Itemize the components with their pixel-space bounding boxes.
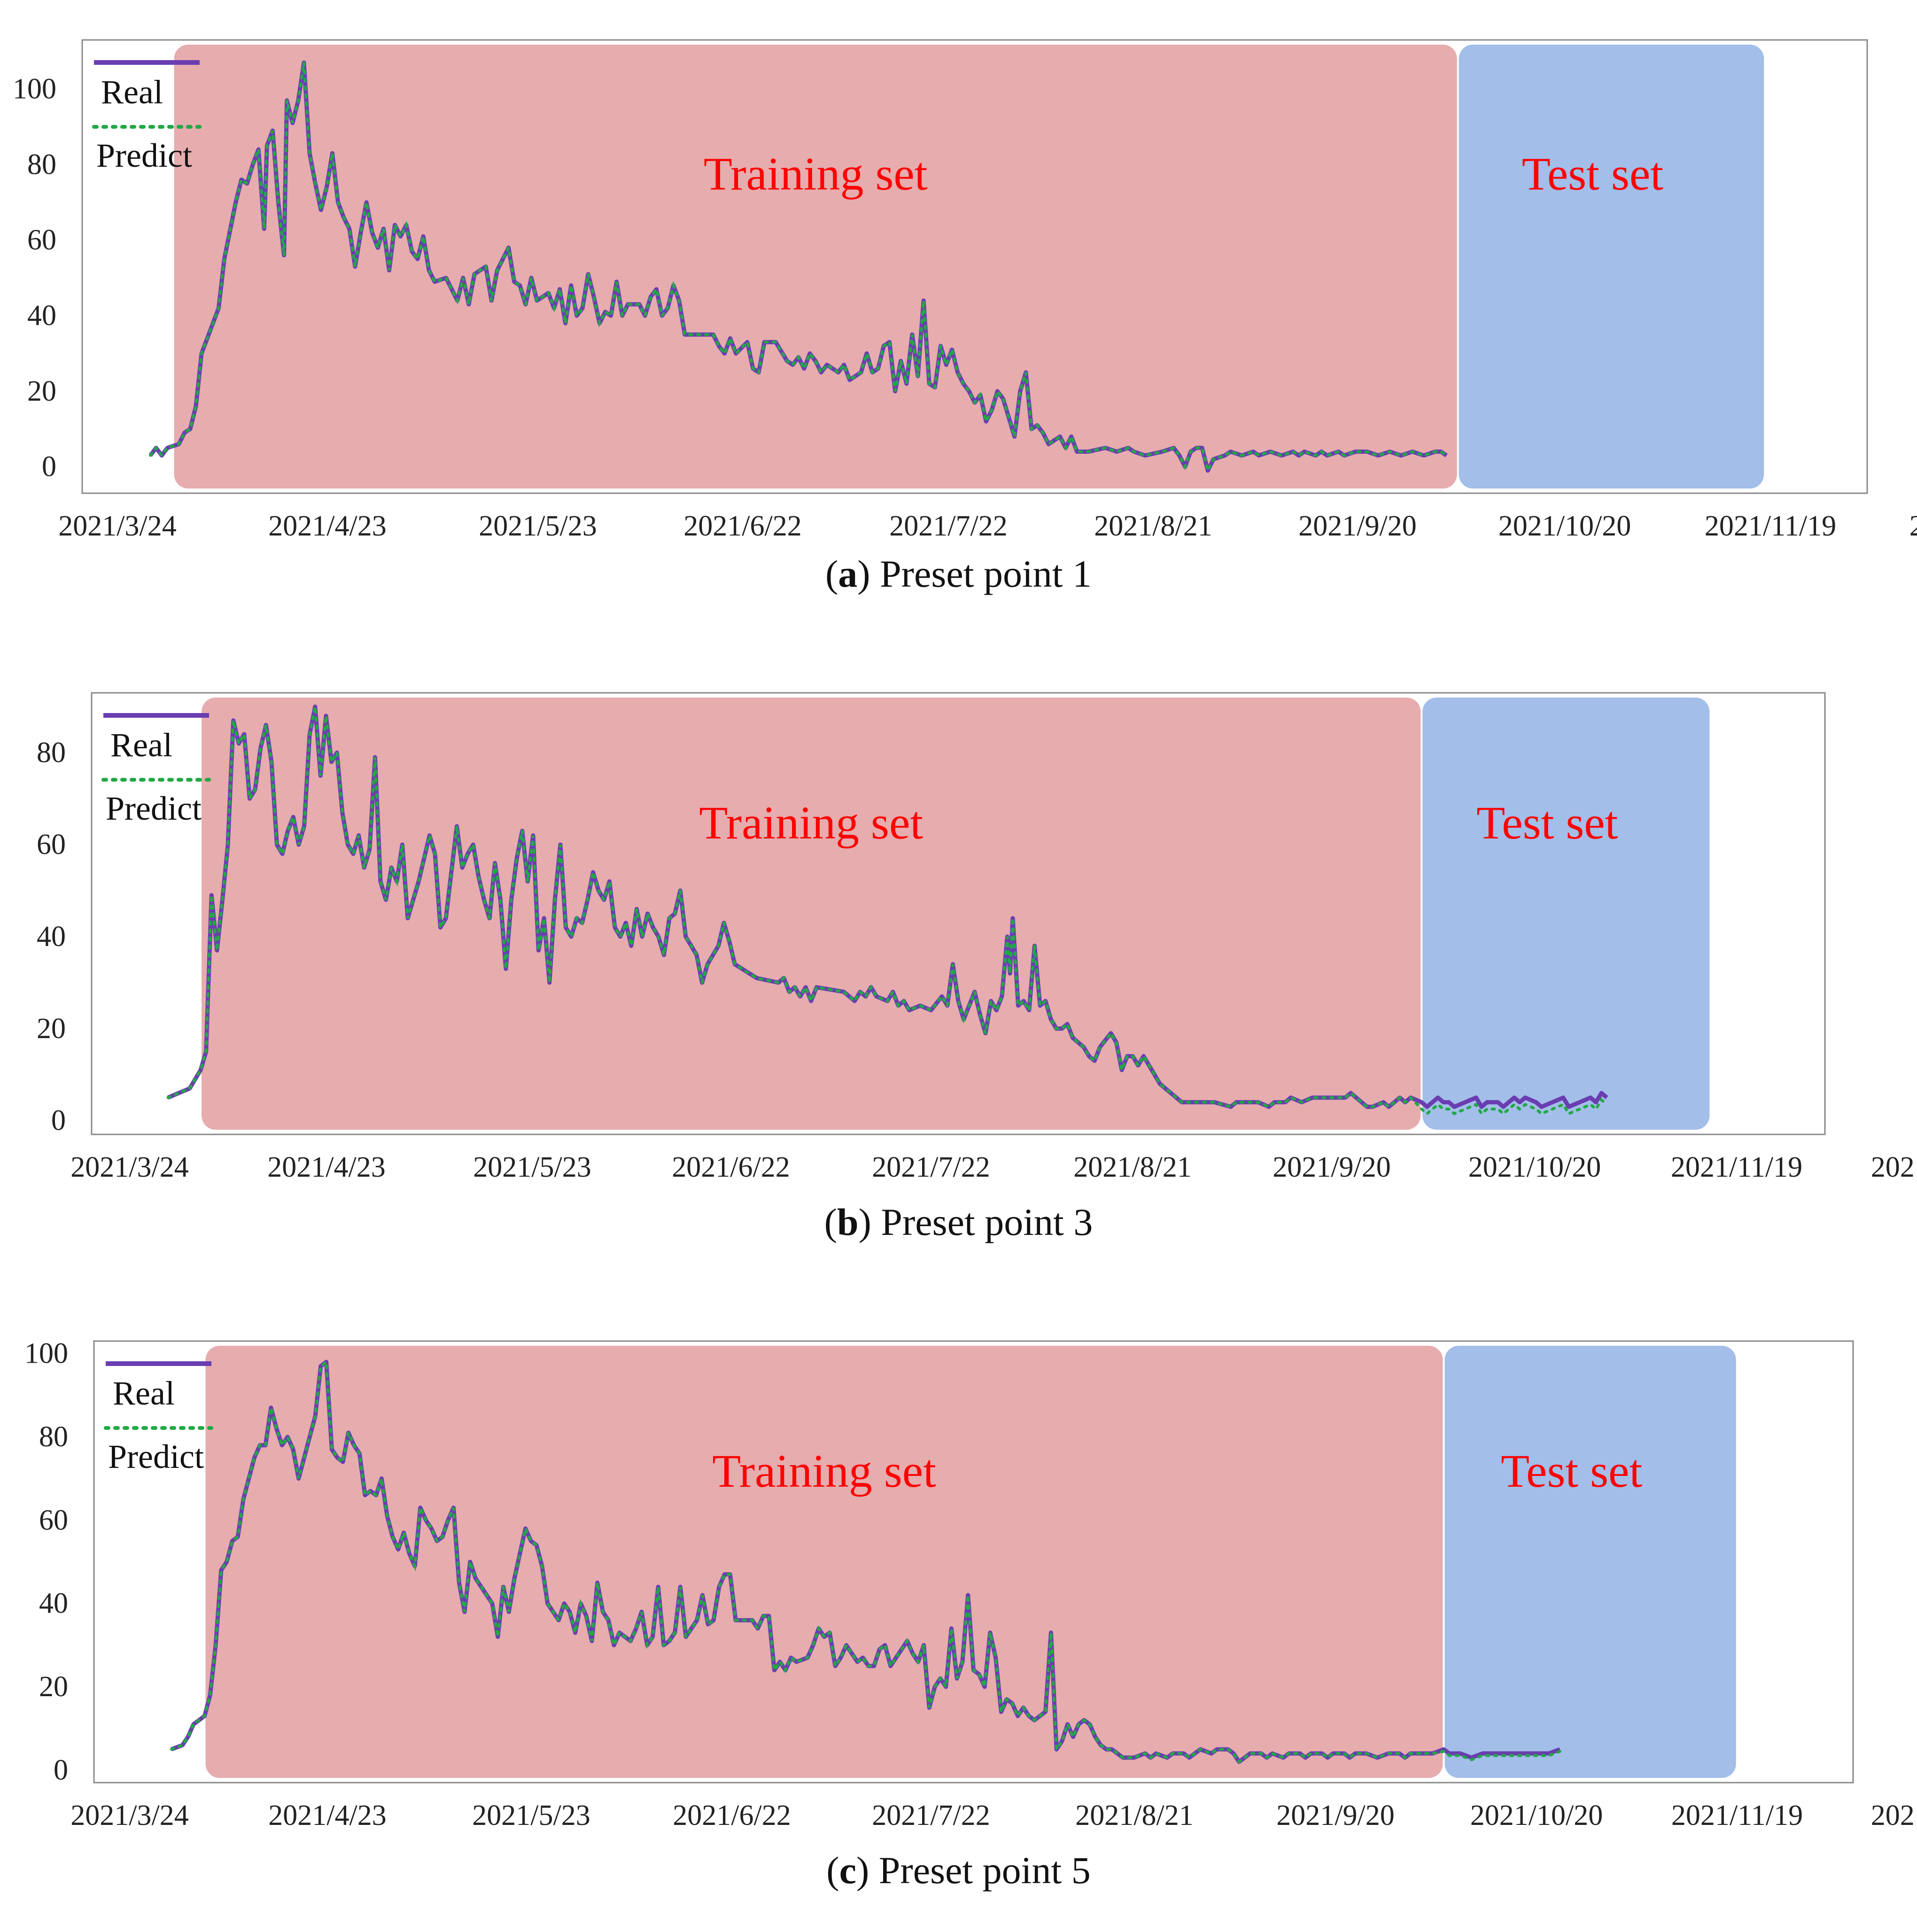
- region-layer: [174, 45, 1764, 489]
- plot-frame: [91, 692, 1826, 1135]
- caption-letter: b: [837, 1201, 859, 1243]
- x-tick-label: 2021/4/23: [268, 510, 386, 542]
- x-tick-label: 2021/11/19: [1671, 1800, 1803, 1831]
- legend: Real Predict: [101, 713, 211, 827]
- legend-predict-label: Predict: [106, 790, 202, 827]
- y-tick-label: 40: [39, 1588, 68, 1620]
- training-set-label: Training set: [712, 1445, 936, 1497]
- x-tick-label: 2021/10/20: [1498, 510, 1631, 542]
- x-tick-label: 2021/3/24: [58, 510, 176, 542]
- x-tick-label: 2021/5/23: [479, 510, 597, 542]
- y-tick-label: 60: [37, 829, 66, 861]
- x-axis: 2021/3/24 2021/4/23 2021/5/23 2021/6/22 2021…: [70, 1151, 1917, 1183]
- y-tick-label: 20: [27, 375, 56, 407]
- caption-b: (b) Preset point 3: [824, 1201, 1093, 1243]
- y-tick-label: 0: [42, 451, 56, 483]
- x-tick-label: 2021/6/22: [683, 510, 801, 542]
- predict-series-line: [166, 706, 1608, 1116]
- legend-predict-label: Predict: [96, 137, 192, 174]
- predict-series-line: [170, 1359, 1561, 1764]
- x-tick-label: 2021/9/20: [1273, 1151, 1390, 1183]
- x-tick-label: 2021/9/20: [1276, 1800, 1394, 1831]
- x-tick-label: 2021/5/23: [473, 1151, 591, 1183]
- caption-text: Preset point 1: [870, 552, 1092, 595]
- x-tick-label: 2021/10/20: [1468, 1151, 1601, 1183]
- test-set-label: Test set: [1522, 147, 1663, 200]
- caption-text: Preset point 3: [871, 1201, 1093, 1243]
- test-set-region: [1422, 698, 1710, 1130]
- y-tick-label: 80: [37, 737, 66, 768]
- y-axis: 0 20 40 60 80 100: [24, 1338, 68, 1786]
- training-set-label: Training set: [699, 797, 923, 849]
- x-tick-label: 2021/11/19: [1705, 510, 1836, 542]
- x-tick-label: 2021/11/19: [1671, 1151, 1802, 1183]
- legend-predict-label: Predict: [108, 1438, 204, 1475]
- x-tick-label: 2021/12/19: [1871, 1151, 1917, 1183]
- x-tick-label: 2021/4/23: [267, 1151, 385, 1183]
- training-set-region: [202, 698, 1421, 1130]
- plot-frame: [93, 1340, 1854, 1784]
- test-set-label: Test set: [1476, 797, 1618, 849]
- chart-panel-a: 0 20 40 60 80 100 2021/3/24 2021/4/23 2021/5/23…: [13, 39, 1917, 542]
- y-tick-label: 0: [51, 1105, 66, 1137]
- x-tick-label: 2021/4/23: [268, 1800, 386, 1831]
- legend-real-label: Real: [110, 726, 172, 764]
- caption-a: (a) Preset point 1: [825, 552, 1092, 595]
- y-tick-label: 40: [37, 921, 66, 953]
- x-tick-label: 2021/8/21: [1073, 1151, 1191, 1183]
- test-set-region: [1444, 1346, 1736, 1778]
- test-set-label: Test set: [1501, 1445, 1642, 1497]
- legend-real-label: Real: [101, 73, 163, 111]
- region-layer: [202, 698, 1710, 1130]
- training-set-label: Training set: [704, 147, 928, 200]
- training-set-region: [174, 45, 1457, 489]
- x-tick-label: 2021/3/24: [70, 1800, 188, 1831]
- x-axis: 2021/3/24 2021/4/23 2021/5/23 2021/6/22 2021…: [58, 510, 1917, 542]
- y-tick-label: 100: [24, 1338, 68, 1370]
- y-axis: 0 20 40 60 80: [37, 737, 66, 1136]
- x-tick-label: 2021/9/20: [1298, 510, 1416, 542]
- y-tick-label: 20: [39, 1671, 68, 1703]
- y-tick-label: 0: [54, 1754, 68, 1786]
- y-tick-label: 60: [27, 224, 56, 256]
- x-axis: 2021/3/24 2021/4/23 2021/5/23 2021/6/22 2021…: [70, 1800, 1917, 1831]
- legend: Real Predict: [104, 1361, 213, 1475]
- x-tick-label: 2021/7/22: [889, 510, 1007, 542]
- test-set-region: [1459, 45, 1764, 489]
- chart-panel-c: 0 20 40 60 80 100 2021/3/24 2021/4/23 2021/5/23…: [24, 1338, 1917, 1831]
- caption-text: Preset point 5: [869, 1849, 1091, 1892]
- x-tick-label: 2021/7/22: [872, 1151, 990, 1183]
- series-layer: [170, 1359, 1561, 1764]
- x-tick-label: 2021/12/19: [1871, 1800, 1917, 1831]
- caption-letter: c: [839, 1849, 856, 1892]
- x-tick-label: 2021/5/23: [472, 1800, 590, 1831]
- x-tick-label: 2021/7/22: [872, 1800, 990, 1831]
- series-layer: [148, 60, 1448, 475]
- y-tick-label: 80: [27, 148, 56, 180]
- x-tick-label: 2021/8/21: [1075, 1800, 1193, 1831]
- y-tick-label: 80: [39, 1421, 68, 1453]
- y-axis: 0 20 40 60 80 100: [13, 73, 56, 483]
- caption-c: (c) Preset point 5: [826, 1849, 1091, 1892]
- plot-frame: [81, 39, 1868, 494]
- series-layer: [166, 704, 1608, 1116]
- legend-real-label: Real: [113, 1374, 175, 1412]
- predict-series-line: [149, 62, 1448, 475]
- y-tick-label: 20: [37, 1013, 66, 1045]
- x-tick-label: 2021/6/22: [672, 1151, 790, 1183]
- y-tick-label: 100: [13, 73, 56, 105]
- y-tick-label: 40: [27, 300, 56, 332]
- region-layer: [205, 1346, 1736, 1778]
- x-tick-label: 2021/6/22: [673, 1800, 791, 1831]
- y-tick-label: 60: [39, 1504, 68, 1536]
- legend: Real Predict: [92, 60, 202, 174]
- x-tick-label: 2021/12/19: [1909, 510, 1917, 542]
- x-tick-label: 2021/3/24: [70, 1151, 188, 1183]
- caption-letter: a: [838, 552, 858, 595]
- x-tick-label: 2021/8/21: [1094, 510, 1212, 542]
- training-set-region: [205, 1346, 1443, 1778]
- x-tick-label: 2021/10/20: [1470, 1800, 1603, 1831]
